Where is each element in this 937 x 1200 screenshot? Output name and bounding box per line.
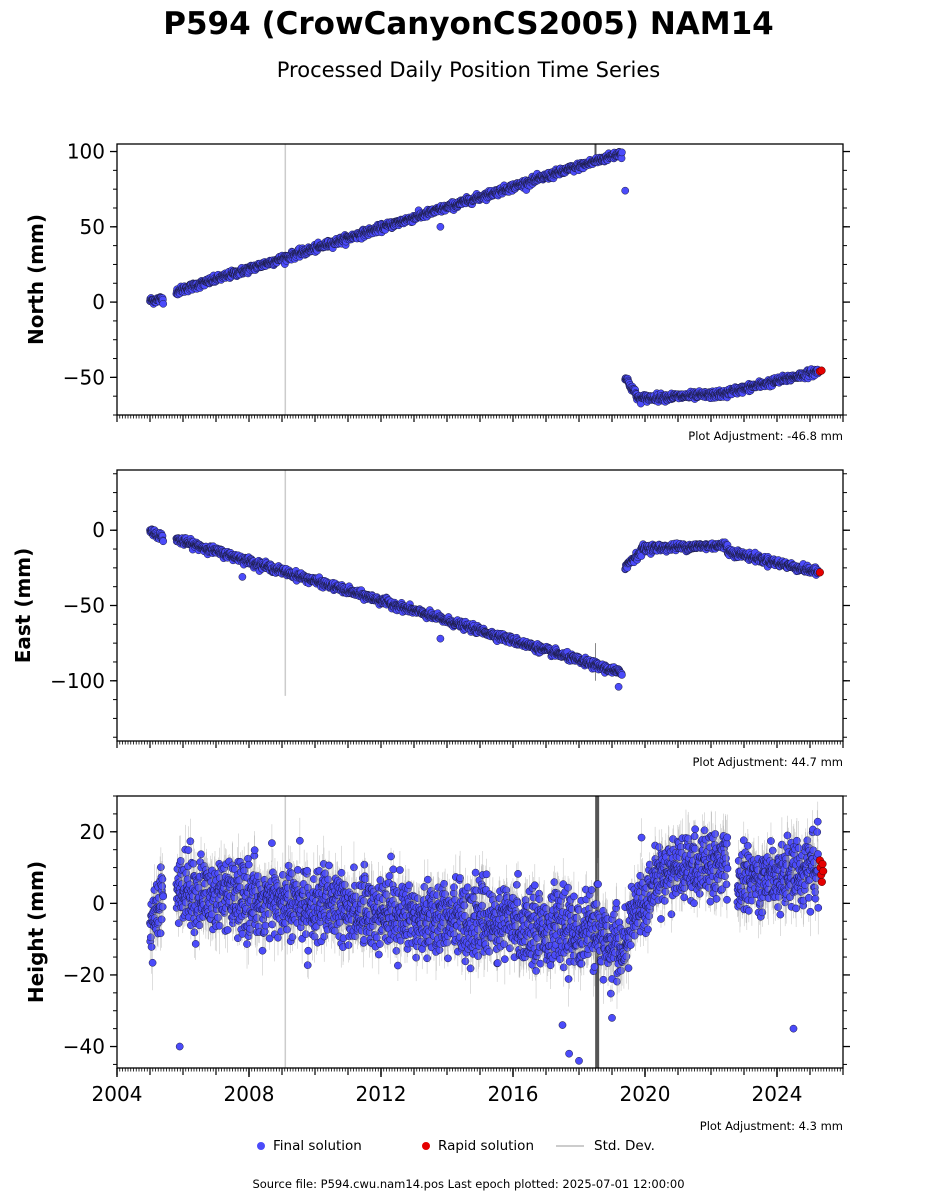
final-solution-point <box>176 856 185 865</box>
final-solution-point <box>436 222 445 231</box>
final-solution-point <box>618 148 626 157</box>
final-solution-point <box>159 892 168 901</box>
final-solution-point <box>184 846 193 855</box>
final-solution-point <box>186 837 195 846</box>
rapid-solution-point <box>817 366 826 375</box>
y-tick-label: −100 <box>50 669 105 693</box>
y-tick-label: −50 <box>63 365 105 389</box>
final-solution-point <box>191 940 200 948</box>
final-solution-point <box>618 671 626 679</box>
final-solution-point <box>148 958 157 967</box>
final-solution-point <box>159 537 168 546</box>
y-tick-label: 0 <box>92 290 105 314</box>
chart-subtitle: Processed Daily Position Time Series <box>276 58 661 82</box>
y-tick-label: 0 <box>92 518 105 542</box>
final-solution-point <box>614 682 623 691</box>
y-tick-label: 100 <box>67 140 105 164</box>
final-solution-point <box>238 573 247 581</box>
panel-frame <box>116 469 844 742</box>
final-solution-point <box>157 915 166 924</box>
rapid-solution-point <box>815 568 824 577</box>
final-solution-point <box>223 926 232 934</box>
y-axis-label: East (mm) <box>11 548 35 664</box>
final-solution-point <box>156 929 165 938</box>
y-tick-label: 50 <box>80 215 105 239</box>
chart-title: P594 (CrowCanyonCS2005) NAM14 <box>163 6 774 42</box>
final-solution-point <box>195 921 204 930</box>
y-tick-label: −50 <box>63 594 105 618</box>
final-solution-point <box>158 875 167 884</box>
y-axis-label: North (mm) <box>24 214 48 345</box>
final-solution-point <box>436 634 445 643</box>
final-solution-point <box>147 943 156 951</box>
final-solution-point <box>159 299 168 308</box>
final-solution-point <box>621 186 630 195</box>
